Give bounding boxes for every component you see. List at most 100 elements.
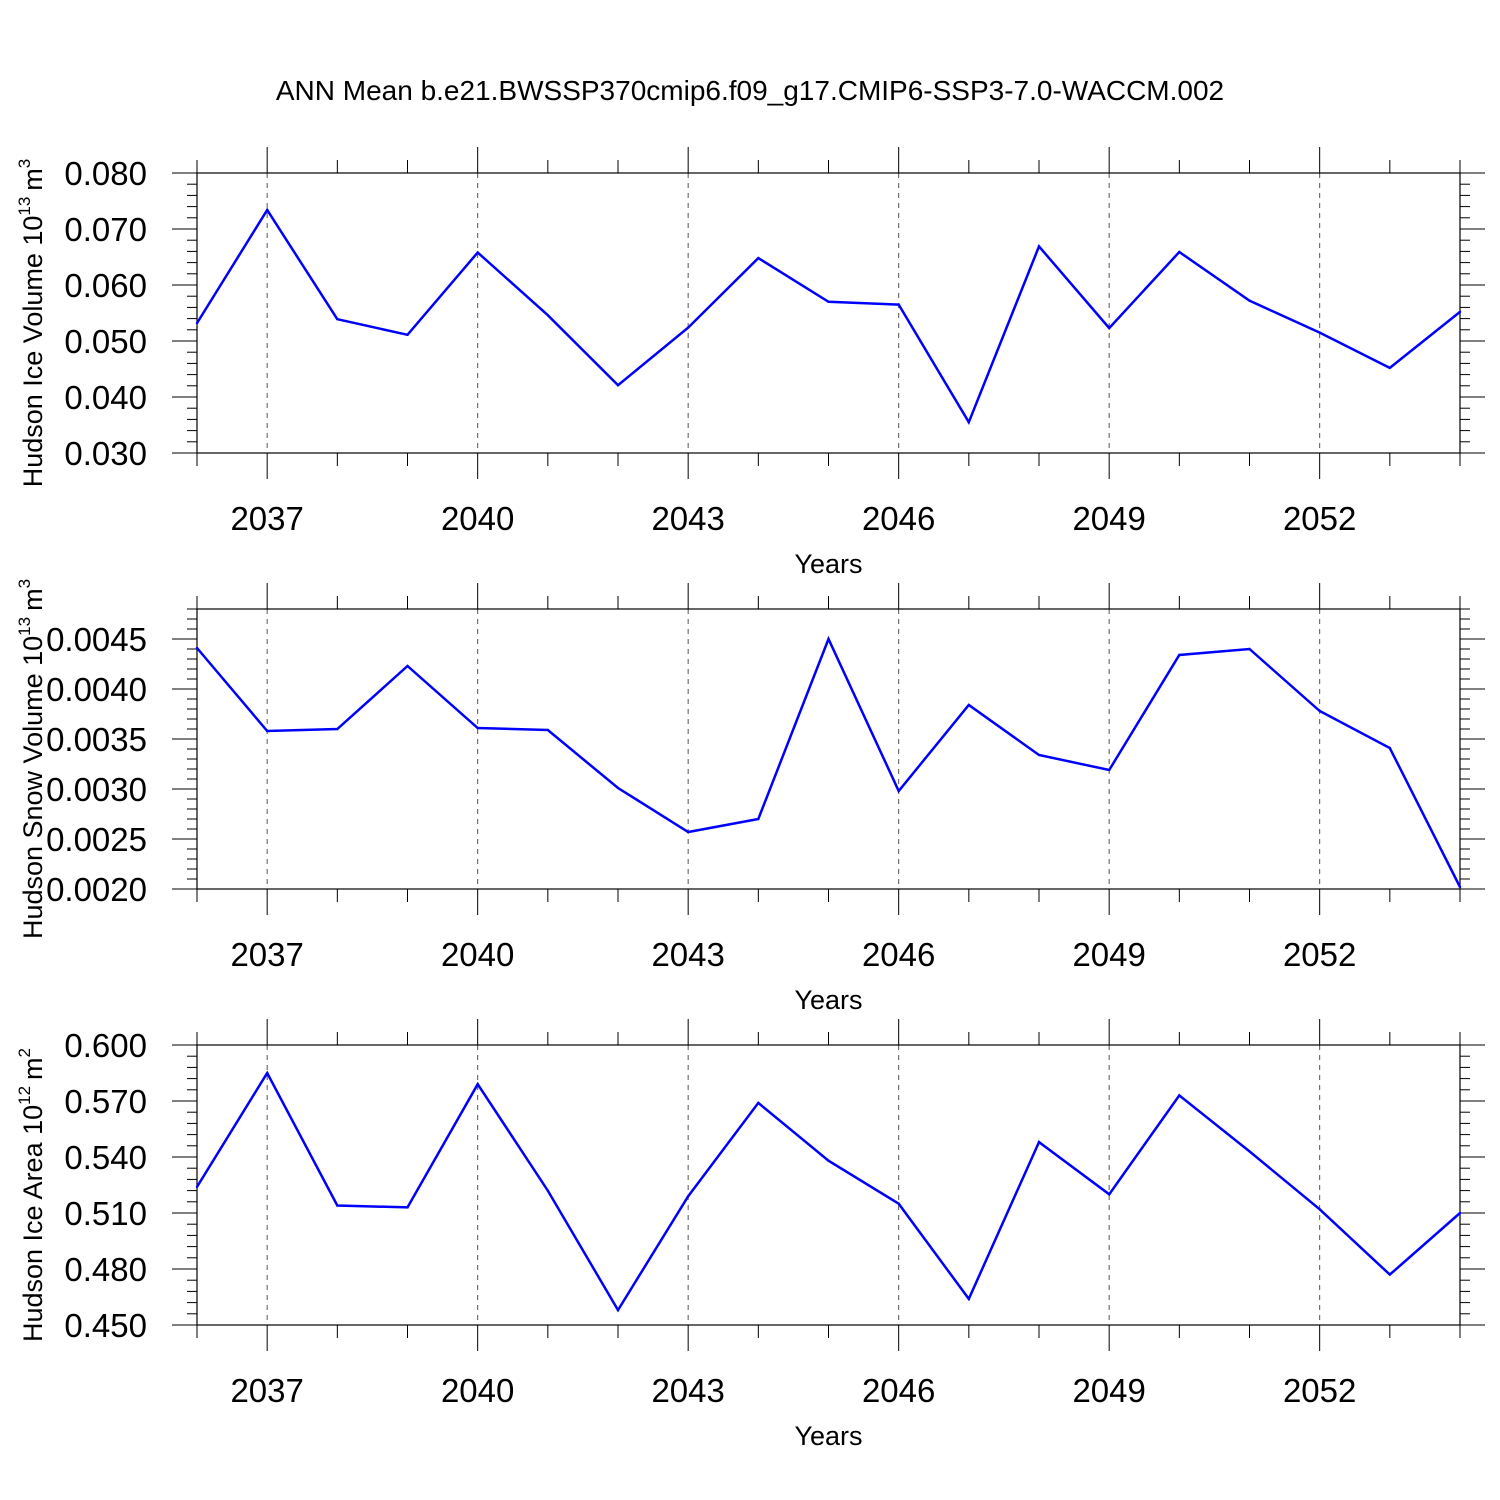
chart-panel-2: 0.0020 0.0025 0.0030 0.0035 0.0040 0.0045 2037… xyxy=(15,579,1485,1015)
plot-frame xyxy=(196,172,1461,454)
x-tick-label: 2049 xyxy=(1072,1372,1145,1409)
data-point xyxy=(897,303,900,306)
data-point xyxy=(1178,653,1181,657)
chart-panel-3: 0.450 0.480 0.510 0.540 0.570 0.600 2037 2040 20… xyxy=(15,1019,1485,1451)
data-point xyxy=(1037,245,1041,248)
data-point xyxy=(476,726,479,730)
data-point xyxy=(265,729,269,733)
y-axis-label-text: Hudson Snow Volume 10 xyxy=(18,636,48,939)
data-point xyxy=(897,1202,900,1205)
y-tick-label: 0.480 xyxy=(64,1251,147,1288)
data-point xyxy=(546,314,550,317)
data-point xyxy=(686,1195,690,1198)
data-point xyxy=(616,384,620,387)
x-tick-label: 2040 xyxy=(441,1372,514,1409)
series-line xyxy=(196,635,1462,888)
y-tick-label: 0.0045 xyxy=(46,621,147,658)
data-point xyxy=(406,664,409,668)
x-tick-label: 2043 xyxy=(651,936,724,973)
data-point xyxy=(1037,1140,1041,1144)
y-tick-label: 0.040 xyxy=(64,379,147,416)
x-tick-label: 2037 xyxy=(230,500,303,537)
data-point xyxy=(1458,885,1462,889)
x-tick-label: 2049 xyxy=(1072,936,1145,973)
data-point xyxy=(1107,768,1111,772)
data-point xyxy=(1107,1193,1111,1196)
chart-panel-1: 0.030 0.040 0.050 0.060 0.070 0.080 2037 2040 20… xyxy=(15,147,1485,579)
y-axis-label-unit: m xyxy=(18,1057,48,1080)
y-tick-label: 0.0035 xyxy=(46,721,147,758)
y-tick-label: 0.030 xyxy=(64,435,147,472)
data-point xyxy=(616,786,620,790)
y-axis-label: Hudson Ice Volume 1013 m3 xyxy=(15,159,48,488)
y-tick-label: 0.450 xyxy=(64,1307,147,1344)
x-tick-label: 2046 xyxy=(862,500,935,537)
y-tick-label: 0.060 xyxy=(64,267,147,304)
y-axis-label-unit-exponent: 3 xyxy=(15,159,34,168)
x-tick-label: 2043 xyxy=(651,1372,724,1409)
x-tick-label: 2046 xyxy=(862,1372,935,1409)
data-point xyxy=(897,789,900,793)
data-point xyxy=(406,1206,409,1209)
data-point xyxy=(757,1101,760,1105)
data-point xyxy=(1318,709,1321,713)
y-tick-label: 0.540 xyxy=(64,1139,147,1176)
y-tick-label: 0.080 xyxy=(64,155,147,192)
data-point xyxy=(1178,1094,1181,1097)
data-point xyxy=(1388,366,1392,370)
y-tick-label: 0.600 xyxy=(64,1027,147,1064)
x-axis-label: Years xyxy=(794,985,862,1015)
data-point xyxy=(1248,1150,1251,1153)
x-tick-label: 2049 xyxy=(1072,500,1145,537)
data-point xyxy=(195,646,199,650)
data-point xyxy=(757,817,760,821)
data-point xyxy=(1037,753,1041,757)
data-point xyxy=(1107,326,1111,330)
y-axis-label-text: Hudson Ice Area 10 xyxy=(18,1105,48,1342)
y-axis-label-exponent: 12 xyxy=(15,1086,34,1105)
series-line xyxy=(195,207,1461,426)
x-tick-label: 2052 xyxy=(1283,936,1356,973)
y-axis-label-unit-exponent: 2 xyxy=(15,1048,34,1057)
x-axis-label: Years xyxy=(794,1421,862,1451)
data-point xyxy=(406,333,409,337)
y-axis-label-unit-exponent: 3 xyxy=(15,579,34,588)
y-tick-label: 0.0025 xyxy=(46,821,147,858)
data-point xyxy=(1178,250,1181,254)
x-tick-label: 2052 xyxy=(1283,500,1356,537)
data-point xyxy=(686,830,690,834)
x-tick-label: 2052 xyxy=(1283,1372,1356,1409)
y-tick-label: 0.0040 xyxy=(46,671,147,708)
x-tick-label: 2040 xyxy=(441,936,514,973)
data-point xyxy=(827,637,830,641)
data-point xyxy=(1248,647,1251,651)
data-point xyxy=(336,727,339,731)
y-axis-label-unit: m xyxy=(18,588,48,611)
data-point xyxy=(546,1189,550,1192)
data-point xyxy=(827,1159,830,1162)
data-point xyxy=(1458,1211,1462,1215)
data-point xyxy=(1388,1273,1392,1276)
data-point xyxy=(195,1185,199,1189)
y-tick-label: 0.070 xyxy=(64,211,147,248)
data-point xyxy=(1318,331,1321,334)
data-point xyxy=(827,300,830,303)
y-axis-label-exponent: 13 xyxy=(15,617,34,636)
data-point xyxy=(336,1204,339,1207)
data-point xyxy=(476,1083,479,1086)
plot-frame xyxy=(196,1044,1461,1326)
data-point xyxy=(265,208,269,212)
series-line xyxy=(195,1070,1461,1313)
y-axis-label-unit: m xyxy=(18,168,48,191)
y-tick-label: 0.0030 xyxy=(46,771,147,808)
x-tick-label: 2037 xyxy=(230,936,303,973)
data-point xyxy=(476,251,479,254)
y-axis-label: Hudson Snow Volume 1013 m3 xyxy=(15,579,48,939)
y-tick-label: 0.570 xyxy=(64,1083,147,1120)
x-tick-label: 2046 xyxy=(862,936,935,973)
x-tick-label: 2043 xyxy=(651,500,724,537)
y-tick-label: 0.0020 xyxy=(46,871,147,908)
x-tick-label: 2040 xyxy=(441,500,514,537)
x-axis-label: Years xyxy=(794,549,862,579)
